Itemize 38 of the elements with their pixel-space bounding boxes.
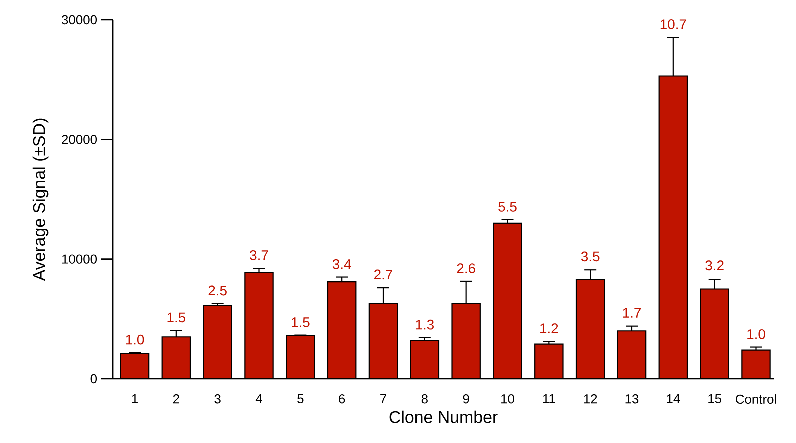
annotation: 3.5 (581, 252, 600, 262)
x-axis-title: Clone Number (390, 410, 498, 424)
annotation: 1.0 (748, 329, 766, 340)
annotation: 2.7 (374, 270, 392, 280)
annotation: 1.0 (126, 334, 144, 345)
y-tick-label: 20000 (62, 135, 98, 144)
x-tick-label: 15 (708, 394, 722, 404)
x-tick-label: 5 (298, 394, 304, 404)
annotation: 1.3 (416, 320, 434, 330)
annotation: 2.5 (208, 286, 227, 296)
x-tick-label: 10 (502, 394, 514, 404)
x-tick-label: 3 (214, 394, 221, 404)
x-tick-label: 13 (626, 394, 639, 404)
annotation: 1.7 (623, 308, 641, 318)
x-tick-label: 7 (380, 394, 386, 404)
x-tick-label: 4 (256, 394, 262, 404)
x-tick-label: 2 (173, 394, 180, 404)
annotation: 10.7 (660, 20, 686, 30)
x-tick-label: 9 (463, 394, 470, 404)
annotation: 1.2 (540, 324, 558, 334)
annotation: 3.2 (706, 260, 724, 271)
x-tick-label: 11 (543, 394, 556, 404)
x-tick-label: 12 (584, 394, 598, 404)
y-tick-label: 30000 (62, 15, 98, 25)
x-tick-label: 1 (132, 394, 138, 404)
annotation: 3.4 (332, 259, 352, 270)
annotation: 1.5 (292, 318, 310, 328)
y-tick-label: 10000 (62, 254, 98, 264)
annotation: 3.7 (250, 250, 268, 260)
x-tick-label: 8 (422, 394, 428, 404)
x-tick-label: 14 (667, 394, 680, 404)
annotation: 5.5 (498, 202, 517, 212)
annotation: 2.6 (457, 264, 476, 274)
x-tick-label: 6 (339, 394, 346, 404)
y-axis-title: Average Signal (±SD) (32, 118, 49, 282)
annotation: 1.5 (168, 312, 186, 323)
y-tick-label: 0 (90, 374, 98, 384)
x-tick-label: Control (736, 394, 776, 404)
